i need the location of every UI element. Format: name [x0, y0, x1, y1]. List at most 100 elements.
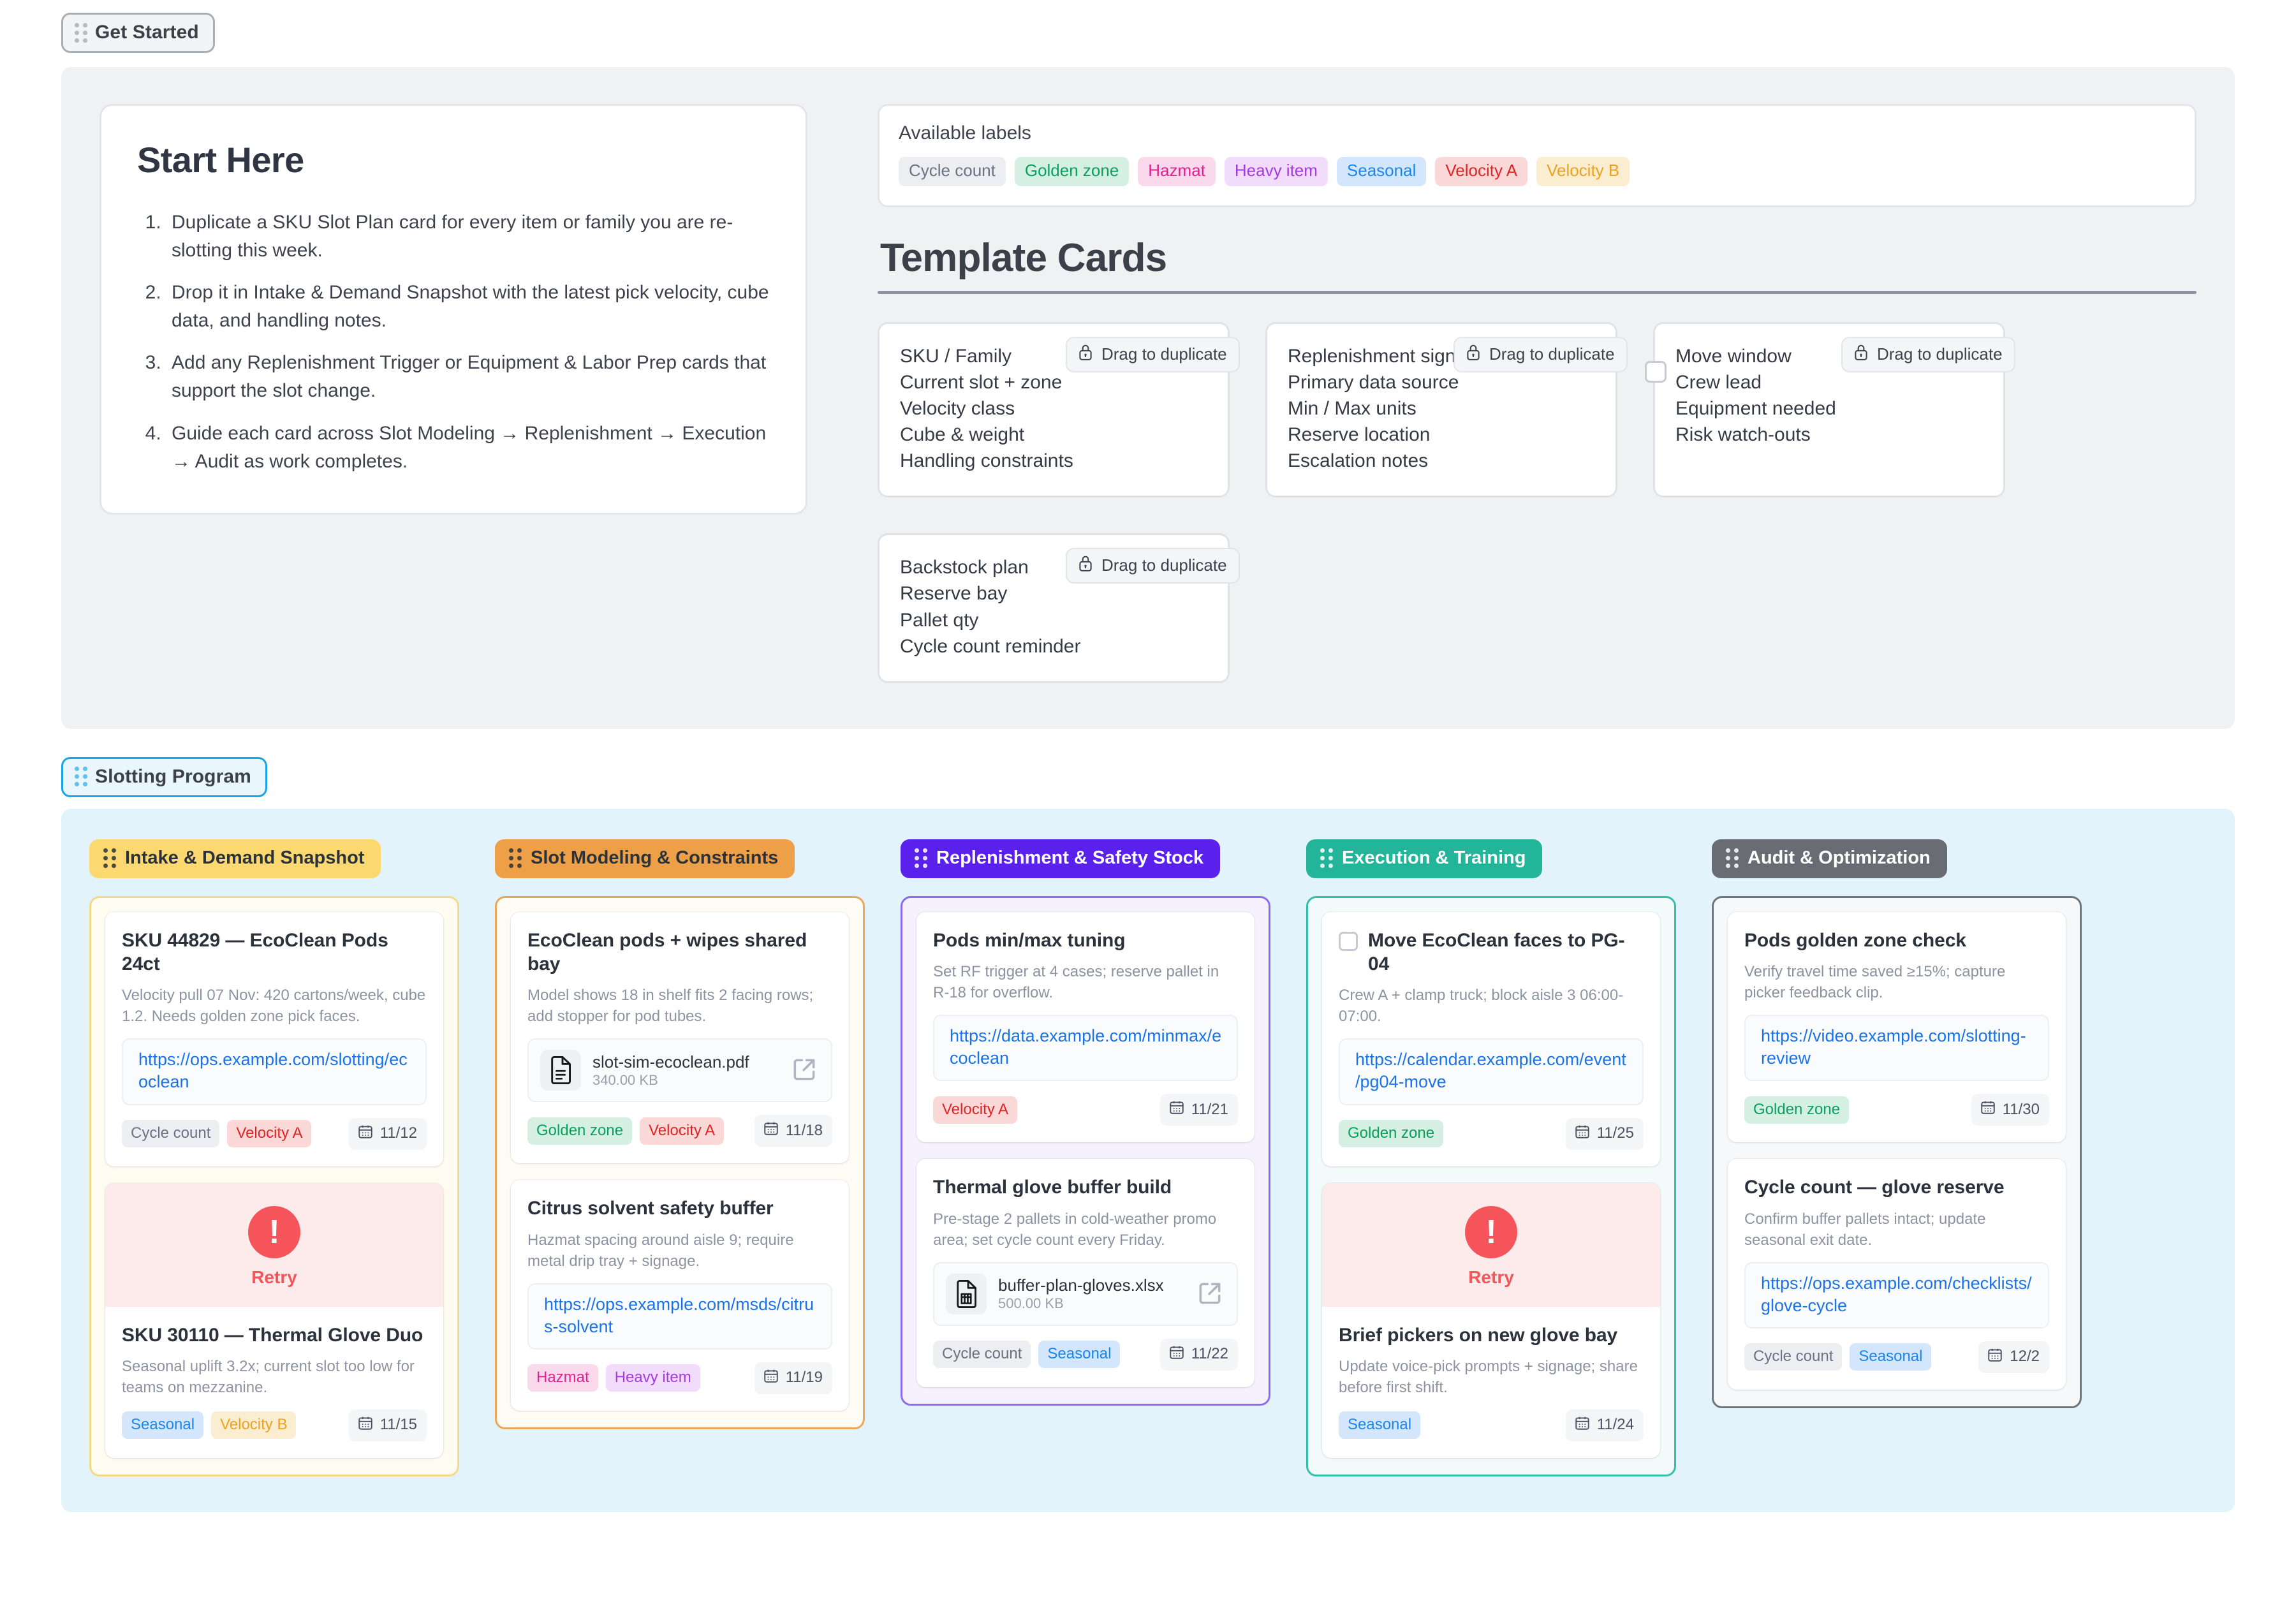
- board-column-header[interactable]: Slot Modeling & Constraints: [495, 839, 795, 878]
- board-card[interactable]: EcoClean pods + wipes shared bay Model s…: [511, 911, 849, 1164]
- retry-banner[interactable]: ! Retry: [105, 1182, 443, 1307]
- card-tag[interactable]: Seasonal: [1339, 1411, 1421, 1439]
- drag-handle-icon[interactable]: [75, 767, 87, 787]
- label-chip[interactable]: Seasonal: [1336, 157, 1427, 186]
- card-link-box[interactable]: https://ops.example.com/slotting/ecoclea…: [122, 1038, 427, 1105]
- drag-to-duplicate-badge[interactable]: Drag to duplicate: [1066, 336, 1240, 372]
- card-tag[interactable]: Velocity B: [211, 1411, 297, 1439]
- drag-handle-icon[interactable]: [915, 848, 927, 868]
- drag-handle-icon[interactable]: [1320, 848, 1333, 868]
- board-card[interactable]: SKU 44829 — EcoClean Pods 24ct Velocity …: [105, 911, 443, 1166]
- card-attachment[interactable]: buffer-plan-gloves.xlsx 500.00 KB: [933, 1262, 1238, 1326]
- board-card[interactable]: Pods min/max tuning Set RF trigger at 4 …: [916, 911, 1255, 1143]
- card-tag[interactable]: Velocity A: [933, 1096, 1018, 1124]
- template-card-line: Cycle count reminder: [900, 635, 1081, 657]
- calendar-icon: [1168, 1344, 1185, 1365]
- card-due-date[interactable]: 12/2: [1978, 1341, 2049, 1373]
- card-link[interactable]: https://video.example.com/slotting-revie…: [1761, 1026, 2026, 1068]
- open-external-icon[interactable]: [790, 1056, 820, 1085]
- card-due-date[interactable]: 11/15: [348, 1409, 427, 1441]
- card-tag[interactable]: Golden zone: [527, 1117, 633, 1145]
- attachment-size: 340.00 KB: [592, 1071, 658, 1088]
- board-column-header[interactable]: Intake & Demand Snapshot: [89, 839, 381, 878]
- open-external-icon[interactable]: [1196, 1279, 1225, 1309]
- card-tag[interactable]: Golden zone: [1744, 1096, 1850, 1124]
- drag-to-duplicate-badge[interactable]: Drag to duplicate: [1841, 336, 2015, 372]
- board-card[interactable]: ! Retry Brief pickers on new glove bay U…: [1322, 1182, 1660, 1458]
- card-checkbox[interactable]: [1339, 931, 1358, 951]
- card-due-date-label: 11/15: [379, 1416, 417, 1434]
- board-card[interactable]: Thermal glove buffer build Pre-stage 2 p…: [916, 1159, 1255, 1387]
- card-due-date[interactable]: 11/21: [1159, 1094, 1238, 1126]
- board-column-header[interactable]: Audit & Optimization: [1712, 839, 1947, 878]
- template-card-checkbox[interactable]: [1645, 360, 1667, 383]
- card-link[interactable]: https://ops.example.com/slotting/ecoclea…: [138, 1050, 408, 1092]
- card-link-box[interactable]: https://ops.example.com/msds/citrus-solv…: [527, 1283, 832, 1350]
- retry-banner[interactable]: ! Retry: [1322, 1182, 1660, 1307]
- card-tag[interactable]: Golden zone: [1339, 1120, 1444, 1148]
- drag-to-duplicate-label: Drag to duplicate: [1101, 556, 1227, 575]
- card-due-date[interactable]: 11/18: [754, 1115, 832, 1147]
- drag-handle-icon[interactable]: [103, 848, 116, 868]
- lock-icon: [1465, 343, 1482, 365]
- card-tag[interactable]: Velocity A: [640, 1117, 725, 1145]
- card-tag[interactable]: Hazmat: [527, 1364, 598, 1392]
- card-due-date[interactable]: 11/22: [1159, 1338, 1238, 1371]
- label-chip[interactable]: Hazmat: [1138, 157, 1216, 186]
- card-due-date[interactable]: 11/19: [754, 1362, 832, 1394]
- card-attachment[interactable]: slot-sim-ecoclean.pdf 340.00 KB: [527, 1038, 832, 1103]
- card-due-date[interactable]: 11/24: [1565, 1409, 1644, 1441]
- template-card[interactable]: Backstock plan Reserve bay Pallet qty Cycle…: [878, 533, 1240, 683]
- label-chip[interactable]: Cycle count: [899, 157, 1006, 186]
- card-due-date[interactable]: 11/30: [1971, 1094, 2049, 1126]
- label-chip[interactable]: Heavy item: [1224, 157, 1328, 186]
- board-column-title: Replenishment & Safety Stock: [936, 847, 1203, 868]
- section-chip-slotting-program[interactable]: Slotting Program: [61, 756, 267, 797]
- card-link[interactable]: https://ops.example.com/checklists/glove…: [1761, 1273, 2032, 1315]
- card-link-box[interactable]: https://calendar.example.com/event/pg04-…: [1339, 1038, 1644, 1105]
- section-chip-get-started[interactable]: Get Started: [61, 13, 215, 53]
- card-due-date[interactable]: 11/25: [1565, 1117, 1644, 1150]
- template-card[interactable]: Replenishment signal Primary data source M…: [1265, 321, 1628, 498]
- card-link[interactable]: https://calendar.example.com/event/pg04-…: [1355, 1050, 1626, 1092]
- card-tag[interactable]: Seasonal: [1038, 1341, 1121, 1369]
- template-card-line: Backstock plan: [900, 557, 1029, 578]
- board-card[interactable]: Pods golden zone check Verify travel tim…: [1728, 911, 2066, 1143]
- board-card[interactable]: Move EcoClean faces to PG-04 Crew A + cl…: [1322, 911, 1660, 1166]
- card-link-box[interactable]: https://ops.example.com/checklists/glove…: [1744, 1262, 2049, 1328]
- drag-to-duplicate-badge[interactable]: Drag to duplicate: [1453, 336, 1628, 372]
- card-tag[interactable]: Cycle count: [933, 1341, 1031, 1369]
- board-card[interactable]: Citrus solvent safety buffer Hazmat spac…: [511, 1180, 849, 1411]
- template-card[interactable]: SKU / Family Current slot + zone Velocity …: [878, 321, 1240, 498]
- drag-to-duplicate-badge[interactable]: Drag to duplicate: [1066, 548, 1240, 584]
- card-link[interactable]: https://data.example.com/minmax/ecoclean: [950, 1026, 1222, 1068]
- card-footer: Golden zone 11/25: [1339, 1117, 1644, 1150]
- card-tag[interactable]: Seasonal: [1850, 1343, 1932, 1371]
- template-card[interactable]: Move window Crew lead Equipment needed Risk…: [1645, 321, 2015, 498]
- calendar-icon: [763, 1367, 779, 1388]
- label-chip[interactable]: Golden zone: [1014, 157, 1130, 186]
- card-link-box[interactable]: https://video.example.com/slotting-revie…: [1744, 1015, 2049, 1082]
- template-cards-divider: [878, 290, 2197, 294]
- drag-handle-icon[interactable]: [509, 848, 522, 868]
- card-tag[interactable]: Cycle count: [122, 1120, 220, 1148]
- board-column-header[interactable]: Execution & Training: [1306, 839, 1543, 878]
- label-chip[interactable]: Velocity A: [1435, 157, 1528, 186]
- board-card[interactable]: Cycle count — glove reserve Confirm buff…: [1728, 1159, 2066, 1390]
- board-column-header[interactable]: Replenishment & Safety Stock: [901, 839, 1220, 878]
- card-tag[interactable]: Cycle count: [1744, 1343, 1843, 1371]
- card-tag[interactable]: Heavy item: [605, 1364, 700, 1392]
- board-card[interactable]: ! Retry SKU 30110 — Thermal Glove Duo Se…: [105, 1182, 443, 1458]
- drag-handle-icon[interactable]: [75, 22, 87, 43]
- card-due-date[interactable]: 11/12: [348, 1117, 427, 1150]
- board-column: Execution & Training Move EcoClean faces…: [1306, 839, 1676, 1476]
- card-tag[interactable]: Velocity A: [227, 1120, 312, 1148]
- card-tag[interactable]: Seasonal: [122, 1411, 204, 1439]
- drag-handle-icon[interactable]: [1726, 848, 1739, 868]
- get-started-chip-wrap: Get Started: [0, 0, 2296, 53]
- card-due-date-label: 11/25: [1596, 1124, 1634, 1142]
- card-link[interactable]: https://ops.example.com/msds/citrus-solv…: [544, 1294, 814, 1336]
- card-link-box[interactable]: https://data.example.com/minmax/ecoclean: [933, 1015, 1238, 1082]
- label-chip[interactable]: Velocity B: [1536, 157, 1630, 186]
